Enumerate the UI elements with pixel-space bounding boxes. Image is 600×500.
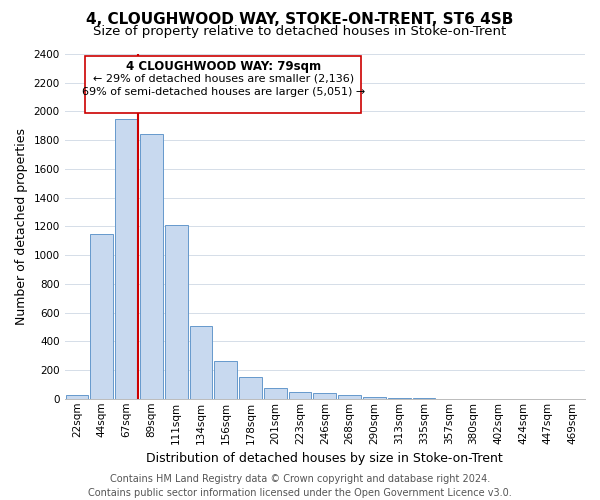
Text: 69% of semi-detached houses are larger (5,051) →: 69% of semi-detached houses are larger (… xyxy=(82,87,365,97)
Bar xyxy=(289,392,311,399)
Bar xyxy=(338,395,361,399)
Bar xyxy=(65,395,88,399)
Text: 4 CLOUGHWOOD WAY: 79sqm: 4 CLOUGHWOOD WAY: 79sqm xyxy=(126,60,321,72)
Bar xyxy=(264,388,287,399)
Text: ← 29% of detached houses are smaller (2,136): ← 29% of detached houses are smaller (2,… xyxy=(93,74,354,84)
Bar xyxy=(140,134,163,399)
Text: 4, CLOUGHWOOD WAY, STOKE-ON-TRENT, ST6 4SB: 4, CLOUGHWOOD WAY, STOKE-ON-TRENT, ST6 4… xyxy=(86,12,514,28)
Text: Size of property relative to detached houses in Stoke-on-Trent: Size of property relative to detached ho… xyxy=(94,25,506,38)
Bar xyxy=(115,118,138,399)
Bar xyxy=(190,326,212,399)
Bar xyxy=(91,234,113,399)
Y-axis label: Number of detached properties: Number of detached properties xyxy=(15,128,28,325)
Bar xyxy=(388,398,410,399)
Text: Contains HM Land Registry data © Crown copyright and database right 2024.
Contai: Contains HM Land Registry data © Crown c… xyxy=(88,474,512,498)
Bar xyxy=(165,225,188,399)
X-axis label: Distribution of detached houses by size in Stoke-on-Trent: Distribution of detached houses by size … xyxy=(146,452,503,465)
Bar xyxy=(239,377,262,399)
Bar xyxy=(363,398,386,399)
Bar xyxy=(214,360,237,399)
Bar xyxy=(313,393,336,399)
